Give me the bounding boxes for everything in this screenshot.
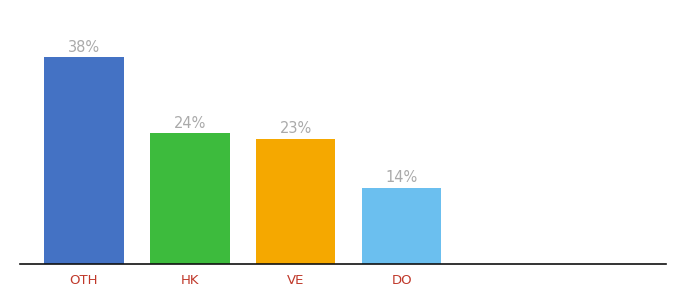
Bar <box>44 57 124 264</box>
Bar <box>256 139 335 264</box>
Bar <box>362 188 441 264</box>
Text: 24%: 24% <box>173 116 206 131</box>
Bar <box>150 133 230 264</box>
Text: 23%: 23% <box>279 122 312 136</box>
Text: 38%: 38% <box>68 40 100 55</box>
Text: 14%: 14% <box>386 170 418 185</box>
